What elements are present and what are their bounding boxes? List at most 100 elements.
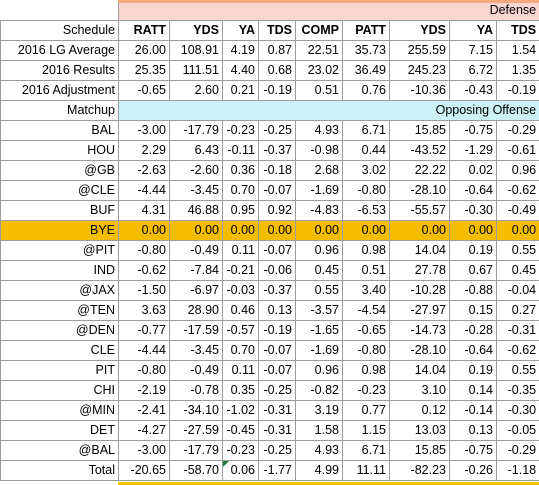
value-cell[interactable]: 4.93 xyxy=(295,440,343,461)
value-cell[interactable]: 0.11 xyxy=(222,240,259,261)
value-cell[interactable]: -34.10 xyxy=(169,400,223,421)
value-cell[interactable]: -1.29 xyxy=(449,140,497,161)
value-cell[interactable]: -0.19 xyxy=(258,80,296,101)
value-cell[interactable]: -0.80 xyxy=(118,240,170,261)
value-cell[interactable]: -3.57 xyxy=(295,300,343,321)
value-cell[interactable]: 2.68 xyxy=(295,160,343,181)
value-cell[interactable]: -0.29 xyxy=(495,120,539,141)
value-cell[interactable]: 6.72 xyxy=(449,60,497,81)
value-cell[interactable]: -0.37 xyxy=(258,280,296,301)
value-cell[interactable]: -0.31 xyxy=(258,400,296,421)
row-label[interactable]: DET xyxy=(0,420,119,441)
value-cell[interactable]: 0.67 xyxy=(449,260,497,281)
value-cell[interactable]: 28.90 xyxy=(169,300,223,321)
value-cell[interactable]: -55.57 xyxy=(389,200,450,221)
value-cell[interactable]: 26.00 xyxy=(118,40,170,61)
value-cell[interactable]: 0.27 xyxy=(495,300,539,321)
value-cell[interactable]: -3.45 xyxy=(169,340,223,361)
value-cell[interactable]: 4.93 xyxy=(295,120,343,141)
schedule-label[interactable]: Schedule xyxy=(0,20,119,41)
value-cell[interactable]: 4.31 xyxy=(118,200,170,221)
value-cell[interactable]: -1.77 xyxy=(258,460,296,481)
value-cell[interactable]: 6.71 xyxy=(342,120,390,141)
value-cell[interactable]: 111.51 xyxy=(169,60,223,81)
value-cell[interactable]: -27.59 xyxy=(169,420,223,441)
value-cell[interactable]: -0.62 xyxy=(495,340,539,361)
value-cell[interactable]: 0.98 xyxy=(342,240,390,261)
value-cell[interactable]: 0.70 xyxy=(222,180,259,201)
value-cell[interactable]: 36.49 xyxy=(342,60,390,81)
value-cell[interactable]: -0.88 xyxy=(449,280,497,301)
column-header[interactable]: RATT xyxy=(118,20,170,41)
value-cell[interactable]: 4.19 xyxy=(222,40,259,61)
value-cell[interactable]: -0.07 xyxy=(258,340,296,361)
column-header[interactable]: YDS xyxy=(389,20,450,41)
value-cell[interactable]: -0.64 xyxy=(449,180,497,201)
value-cell[interactable]: 0.00 xyxy=(258,220,296,241)
value-cell[interactable]: -10.36 xyxy=(389,80,450,101)
value-cell[interactable]: -0.45 xyxy=(222,420,259,441)
value-cell[interactable]: -4.44 xyxy=(118,340,170,361)
value-cell[interactable]: -0.23 xyxy=(222,120,259,141)
value-cell[interactable]: 15.85 xyxy=(389,120,450,141)
row-label[interactable]: PIT xyxy=(0,360,119,381)
value-cell[interactable]: -6.97 xyxy=(169,280,223,301)
value-cell[interactable]: 3.02 xyxy=(342,160,390,181)
value-cell[interactable]: -0.49 xyxy=(169,360,223,381)
value-cell[interactable]: -0.31 xyxy=(495,320,539,341)
row-label[interactable]: Total xyxy=(0,460,119,481)
value-cell[interactable]: -0.61 xyxy=(495,140,539,161)
value-cell[interactable]: 0.45 xyxy=(295,260,343,281)
value-cell[interactable]: 0.76 xyxy=(342,80,390,101)
column-header[interactable]: YA xyxy=(222,20,259,41)
value-cell[interactable]: 0.13 xyxy=(258,300,296,321)
value-cell[interactable]: -0.25 xyxy=(258,440,296,461)
value-cell[interactable]: -0.65 xyxy=(342,320,390,341)
row-label[interactable]: 2016 Results xyxy=(0,60,119,81)
value-cell[interactable]: 0.55 xyxy=(295,280,343,301)
value-cell[interactable]: 245.23 xyxy=(389,60,450,81)
value-cell[interactable]: 1.54 xyxy=(495,40,539,61)
value-cell[interactable]: 0.96 xyxy=(295,360,343,381)
value-cell[interactable]: 0.00 xyxy=(222,220,259,241)
value-cell[interactable]: 0.12 xyxy=(389,400,450,421)
value-cell[interactable]: 0.96 xyxy=(295,240,343,261)
value-cell[interactable]: -3.45 xyxy=(169,180,223,201)
value-cell[interactable]: 0.36 xyxy=(222,160,259,181)
row-label[interactable]: @BAL xyxy=(0,440,119,461)
value-cell[interactable]: 46.88 xyxy=(169,200,223,221)
value-cell[interactable]: 6.43 xyxy=(169,140,223,161)
value-cell[interactable]: -0.64 xyxy=(449,340,497,361)
value-cell[interactable]: 0.06 xyxy=(222,460,259,481)
column-header[interactable]: PATT xyxy=(342,20,390,41)
value-cell[interactable]: -2.41 xyxy=(118,400,170,421)
row-label[interactable]: 2016 LG Average xyxy=(0,40,119,61)
value-cell[interactable]: 0.00 xyxy=(449,220,497,241)
value-cell[interactable]: -27.97 xyxy=(389,300,450,321)
value-cell[interactable]: -0.98 xyxy=(295,140,343,161)
value-cell[interactable]: -3.00 xyxy=(118,440,170,461)
value-cell[interactable]: -0.25 xyxy=(258,380,296,401)
value-cell[interactable]: -0.30 xyxy=(495,400,539,421)
value-cell[interactable]: -0.82 xyxy=(295,380,343,401)
value-cell[interactable]: -1.65 xyxy=(295,320,343,341)
value-cell[interactable]: 0.00 xyxy=(118,220,170,241)
value-cell[interactable]: -4.83 xyxy=(295,200,343,221)
row-label[interactable]: @PIT xyxy=(0,240,119,261)
value-cell[interactable]: -0.23 xyxy=(222,440,259,461)
row-label[interactable]: 2016 Adjustment xyxy=(0,80,119,101)
value-cell[interactable]: 0.70 xyxy=(222,340,259,361)
value-cell[interactable]: -6.53 xyxy=(342,200,390,221)
value-cell[interactable]: -82.23 xyxy=(389,460,450,481)
value-cell[interactable]: 0.98 xyxy=(342,360,390,381)
value-cell[interactable]: -0.77 xyxy=(118,320,170,341)
value-cell[interactable]: 0.55 xyxy=(495,360,539,381)
value-cell[interactable]: 7.15 xyxy=(449,40,497,61)
value-cell[interactable]: -0.29 xyxy=(495,440,539,461)
value-cell[interactable]: -0.62 xyxy=(118,260,170,281)
value-cell[interactable]: -0.31 xyxy=(258,420,296,441)
value-cell[interactable]: 3.10 xyxy=(389,380,450,401)
value-cell[interactable]: 0.46 xyxy=(222,300,259,321)
value-cell[interactable]: -28.10 xyxy=(389,340,450,361)
value-cell[interactable]: -1.69 xyxy=(295,340,343,361)
